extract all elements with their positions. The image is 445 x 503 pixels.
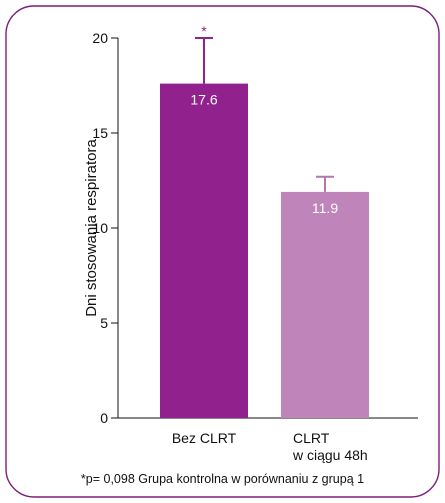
significance-markers: * [201, 23, 207, 39]
y-tick-label: 20 [92, 30, 108, 46]
y-tick-label: 0 [100, 410, 108, 426]
bars [160, 83, 369, 418]
value-labels: 17.6 11.9 [190, 92, 338, 216]
x-axis-label-line: w ciągu 48h [292, 447, 368, 463]
y-tick-label: 15 [92, 125, 108, 141]
y-axis-label: Dni stosowania respiratora [83, 139, 100, 317]
x-axis-label-line: Bez CLRT [172, 430, 237, 446]
x-axis-label: CLRT w ciągu 48h [292, 430, 368, 463]
significance-marker: * [201, 23, 207, 39]
bar [160, 83, 248, 418]
value-label: 17.6 [190, 92, 217, 108]
x-axis-label-line: CLRT [293, 430, 330, 446]
y-tick-label: 5 [100, 315, 108, 331]
bar [281, 191, 369, 418]
y-tick-label: 10 [92, 220, 108, 236]
value-label: 11.9 [312, 200, 338, 216]
x-axis-label: Bez CLRT [172, 430, 237, 446]
error-bars [195, 37, 334, 192]
bar-chart: 0 5 10 15 20 17.6 11.9 * Bez CLRT CLRT w ciągu … [83, 23, 418, 463]
y-axis-ticks: 0 5 10 15 20 [92, 30, 118, 426]
x-axis-labels: Bez CLRT CLRT w ciągu 48h [172, 430, 368, 463]
footnote: *p= 0,098 Grupa kontrolna w porównaniu z… [80, 472, 365, 486]
